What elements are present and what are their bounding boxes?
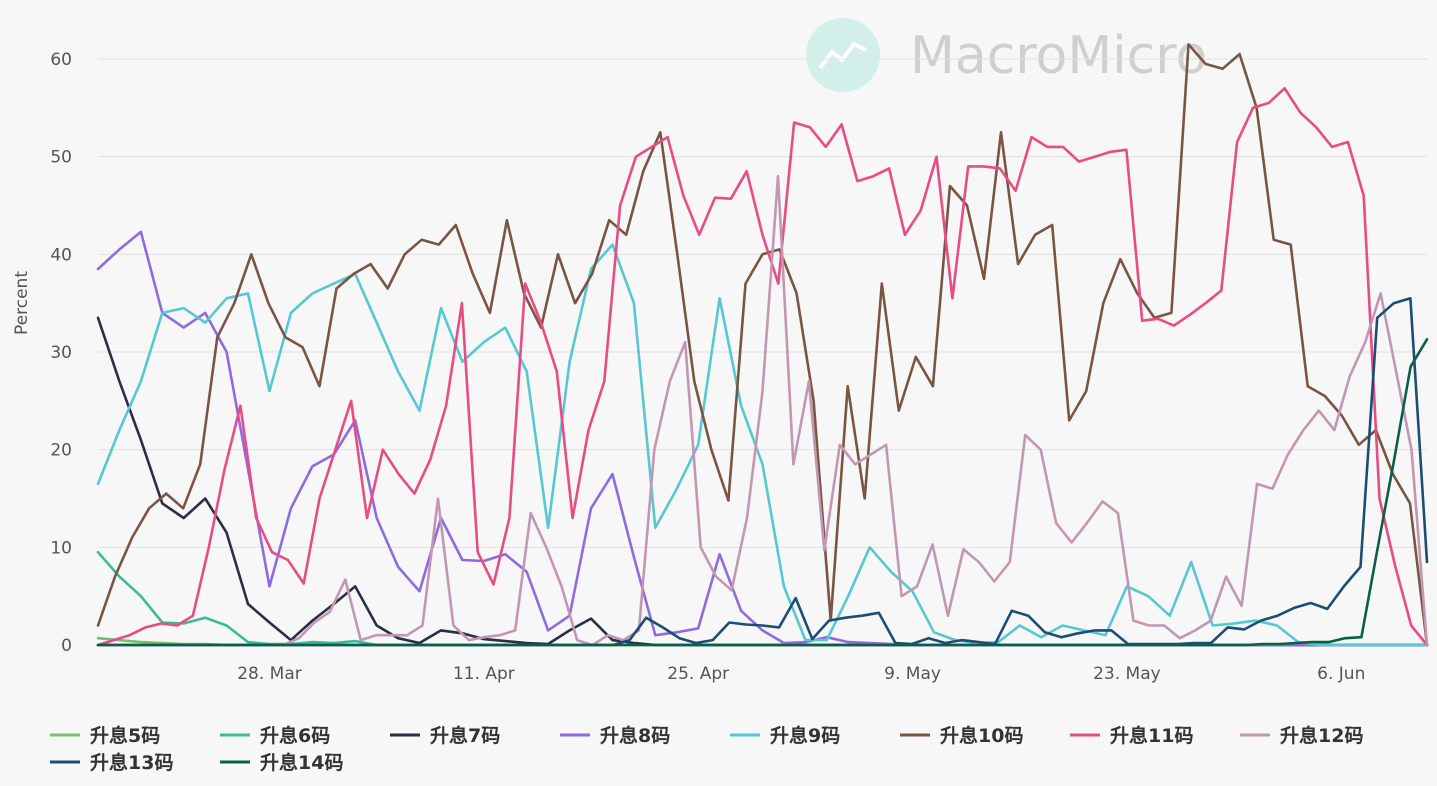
legend-item[interactable]: 升息10码 [900, 724, 1023, 747]
legend-label: 升息12码 [1280, 724, 1363, 747]
y-axis-title: Percent [12, 271, 32, 335]
legend-item[interactable]: 升息11码 [1070, 724, 1193, 747]
y-tick-label: 40 [50, 245, 72, 265]
macromicro-logo-icon [806, 18, 880, 92]
legend-label: 升息9码 [770, 724, 840, 747]
legend-label: 升息8码 [600, 724, 670, 747]
legend-label: 升息14码 [260, 751, 343, 774]
y-axis-ticks: 0 10 20 30 40 50 60 [50, 50, 72, 656]
series-line[interactable] [96, 87, 1429, 647]
x-axis-ticks: 28. Mar 11. Apr 25. Apr 9. May 23. May 6. Jun [237, 664, 1365, 684]
series-line[interactable] [96, 316, 1429, 647]
legend-label: 升息5码 [90, 724, 160, 747]
x-tick-label: 28. Mar [237, 664, 302, 684]
y-tick-label: 30 [50, 343, 72, 363]
series-layer [96, 43, 1429, 647]
legend-label: 升息13码 [90, 751, 173, 774]
legend-item[interactable]: 升息14码 [220, 751, 343, 774]
legend-label: 升息6码 [260, 724, 330, 747]
y-tick-label: 50 [50, 148, 72, 168]
y-tick-label: 60 [50, 50, 72, 70]
legend-item[interactable]: 升息7码 [390, 724, 500, 747]
series-line[interactable] [96, 230, 1429, 647]
x-tick-label: 23. May [1093, 664, 1161, 684]
legend: 升息5码 升息6码 升息7码 升息8码 升息9码 升息10码 升息11码 升息12码升息13码… [50, 724, 1363, 774]
y-tick-label: 20 [50, 441, 72, 461]
series-line[interactable] [96, 174, 1429, 647]
series-line[interactable] [96, 337, 1429, 647]
macromicro-logo-glyph [818, 41, 867, 70]
x-tick-label: 25. Apr [667, 664, 729, 684]
legend-item[interactable]: 升息12码 [1240, 724, 1363, 747]
watermark-brand-text: MacroMicro [910, 26, 1207, 86]
x-tick-label: 6. Jun [1317, 664, 1365, 684]
legend-item[interactable]: 升息5码 [50, 724, 160, 747]
legend-label: 升息11码 [1110, 724, 1193, 747]
series-line[interactable] [96, 43, 1429, 647]
legend-item[interactable]: 升息6码 [220, 724, 330, 747]
x-tick-label: 11. Apr [453, 664, 515, 684]
legend-label: 升息7码 [430, 724, 500, 747]
legend-item[interactable]: 升息13码 [50, 751, 173, 774]
grid-layer [98, 58, 1427, 646]
legend-item[interactable]: 升息9码 [730, 724, 840, 747]
legend-item[interactable]: 升息8码 [560, 724, 670, 747]
x-tick-label: 9. May [884, 664, 941, 684]
macromicro-watermark: MacroMicro [806, 18, 1207, 92]
series-line[interactable] [96, 243, 1429, 647]
y-tick-label: 0 [61, 636, 72, 656]
legend-label: 升息10码 [940, 724, 1023, 747]
y-tick-label: 10 [50, 538, 72, 558]
